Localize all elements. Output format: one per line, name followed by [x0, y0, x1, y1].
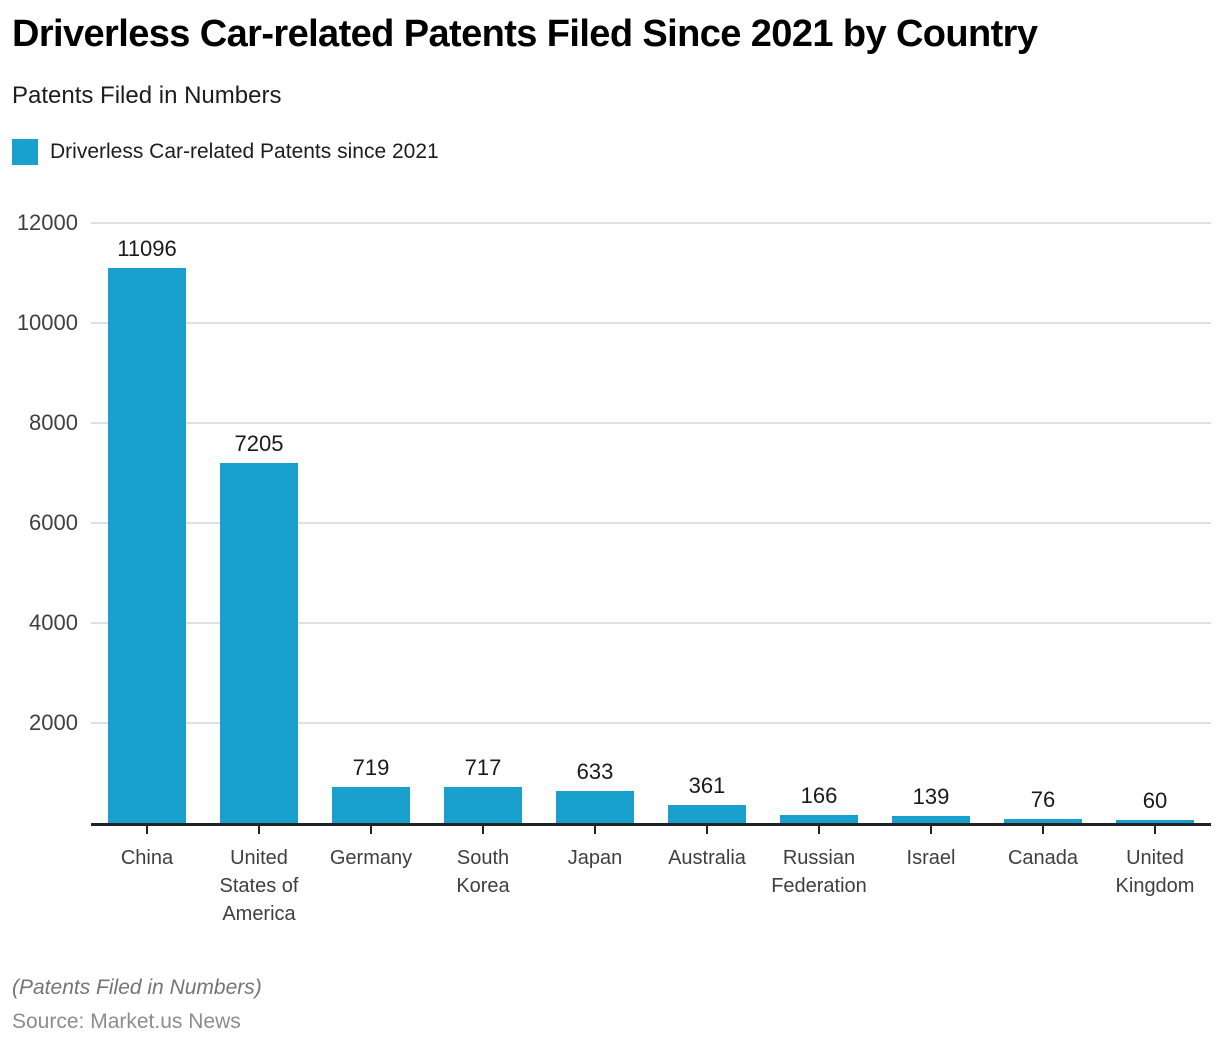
x-axis-label: South Korea [456, 846, 510, 897]
y-axis-label: 6000 [29, 509, 78, 535]
x-axis-label: United Kingdom [1115, 846, 1195, 897]
x-axis-label: Israel [906, 846, 956, 869]
bar-column: 717 [427, 223, 539, 823]
x-axis-label: Australia [668, 846, 746, 869]
bar [891, 815, 971, 823]
x-axis-tick [594, 822, 596, 834]
legend-label: Driverless Car-related Patents since 202… [50, 139, 439, 163]
footer-note: (Patents Filed in Numbers) [12, 975, 262, 999]
legend-swatch-icon [12, 138, 38, 165]
bar-columns: 11096 7205 719 717 633 361 166 139 76 60 [91, 223, 1211, 823]
x-axis-label: Russian Federation [771, 846, 867, 897]
x-axis-label: Japan [567, 846, 623, 869]
bar-value-label: 361 [688, 772, 726, 798]
bar-column: 76 [987, 223, 1099, 823]
x-axis-label: Canada [1007, 846, 1079, 869]
x-axis-tick [482, 822, 484, 834]
x-axis-tick [818, 822, 820, 834]
bar [107, 267, 187, 823]
y-axis-label: 12000 [16, 209, 78, 235]
x-axis-tick [146, 822, 148, 834]
bar-value-label: 7205 [234, 430, 284, 456]
x-axis-label: Germany [329, 846, 413, 869]
page-subtitle: Patents Filed in Numbers [12, 82, 282, 110]
footer-source: Source: Market.us News [12, 1010, 241, 1034]
bar-value-label: 11096 [117, 235, 177, 261]
bar-column: 11096 [91, 223, 203, 823]
y-axis-label: 8000 [29, 409, 78, 435]
gridline [91, 621, 1211, 624]
bar [1115, 819, 1195, 823]
y-axis-label: 10000 [16, 309, 78, 335]
chart: 2000 4000 6000 8000 10000 12000 11096 7205 719 71… [17, 211, 1211, 834]
bar-value-label: 139 [912, 783, 950, 809]
gridline [91, 221, 1211, 224]
bar-value-label: 717 [464, 754, 502, 780]
bar-column: 7205 [203, 223, 315, 823]
gridline [91, 521, 1211, 524]
gridline [91, 421, 1211, 424]
bar-column: 139 [875, 223, 987, 823]
legend: Driverless Car-related Patents since 202… [12, 138, 1211, 165]
bar-value-label: 60 [1142, 787, 1168, 813]
bar-value-label: 719 [352, 754, 390, 780]
x-axis-label: United States of America [219, 846, 299, 925]
x-axis-tick [370, 822, 372, 834]
gridline [91, 321, 1211, 324]
bar [667, 804, 747, 823]
y-axis-label: 2000 [29, 709, 78, 735]
bar [555, 790, 635, 823]
x-axis-labels: China United States of America Germany Sout… [91, 826, 1211, 930]
bar-value-label: 633 [576, 758, 614, 784]
bar [779, 814, 859, 823]
bar [443, 786, 523, 823]
x-axis-tick [1042, 822, 1044, 834]
plot-area: 2000 4000 6000 8000 10000 12000 11096 7205 719 71… [17, 211, 1211, 834]
bar-column: 361 [651, 223, 763, 823]
x-axis-tick [1154, 822, 1156, 834]
page-title: Driverless Car-related Patents Filed Sin… [12, 13, 1038, 55]
bar-column: 719 [315, 223, 427, 823]
bar-value-label: 166 [800, 782, 838, 808]
bar-column: 633 [539, 223, 651, 823]
y-axis-label: 4000 [29, 609, 78, 635]
bar [219, 462, 299, 823]
x-axis-tick [930, 822, 932, 834]
bar-column: 60 [1099, 223, 1211, 823]
gridline [91, 721, 1211, 724]
x-axis-tick [706, 822, 708, 834]
x-axis-tick [258, 822, 260, 834]
x-axis-label: China [120, 846, 174, 869]
bar [331, 786, 411, 823]
bar-value-label: 76 [1030, 786, 1056, 812]
bar [1003, 818, 1083, 823]
bar-column: 166 [763, 223, 875, 823]
